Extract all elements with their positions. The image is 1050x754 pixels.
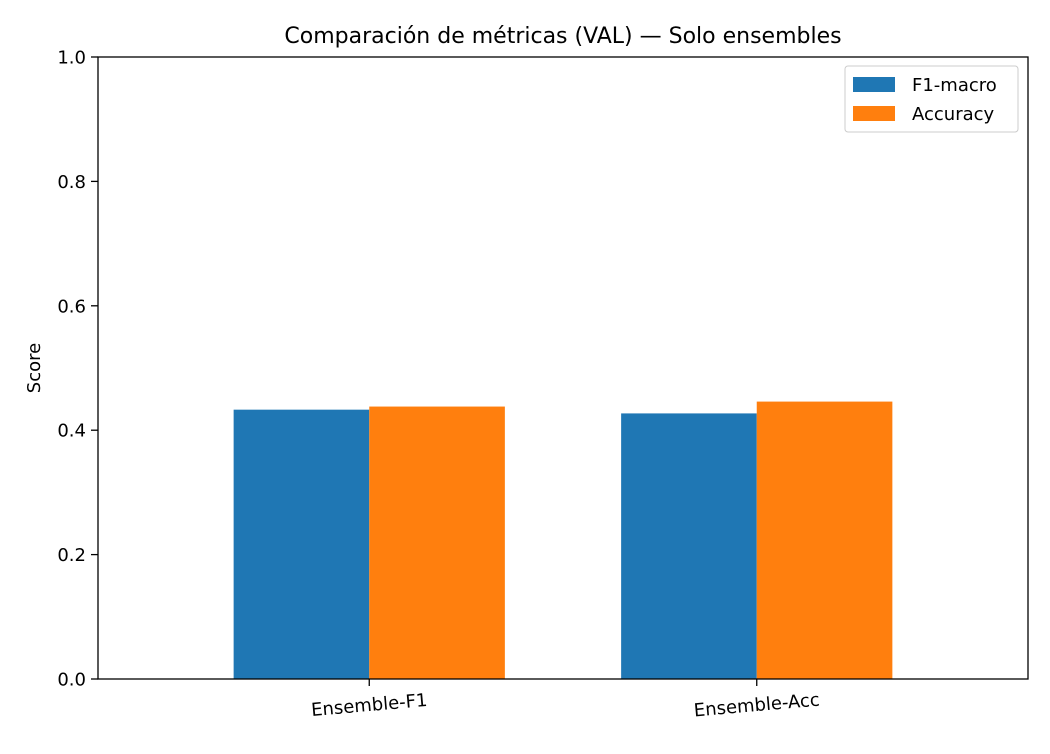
bar-accuracy-ensemble-f1 — [369, 406, 505, 679]
legend-swatch — [853, 77, 895, 92]
legend-label: Accuracy — [912, 104, 995, 125]
x-axis: Ensemble-F1 Ensemble-Acc — [310, 679, 821, 722]
y-tick-label: 0.4 — [57, 421, 86, 442]
chart-title: Comparación de métricas (VAL) — Solo ens… — [284, 24, 841, 49]
y-tick-label: 0.8 — [57, 172, 86, 193]
x-tick-label: Ensemble-F1 — [310, 690, 428, 721]
bar-accuracy-ensemble-acc — [756, 401, 893, 679]
bar-f1-macro-ensemble-acc — [621, 413, 757, 679]
legend-label: F1-macro — [912, 75, 997, 96]
bars-layer — [233, 401, 893, 679]
y-tick-label: 0.2 — [57, 545, 86, 566]
legend-swatch — [853, 106, 895, 121]
plot-frame — [97, 56, 1029, 680]
y-tick-label: 1.0 — [57, 48, 86, 69]
y-tick-label: 0.6 — [57, 296, 86, 317]
y-axis: 0.0 0.2 0.4 0.6 0.8 1.0 — [57, 48, 98, 691]
y-axis-label: Score — [24, 343, 45, 393]
bar-f1-macro-ensemble-f1 — [233, 409, 370, 679]
x-tick-label: Ensemble-Acc — [693, 690, 821, 722]
y-tick-label: 0.0 — [57, 670, 86, 691]
legend: F1-macro Accuracy — [844, 65, 1019, 133]
